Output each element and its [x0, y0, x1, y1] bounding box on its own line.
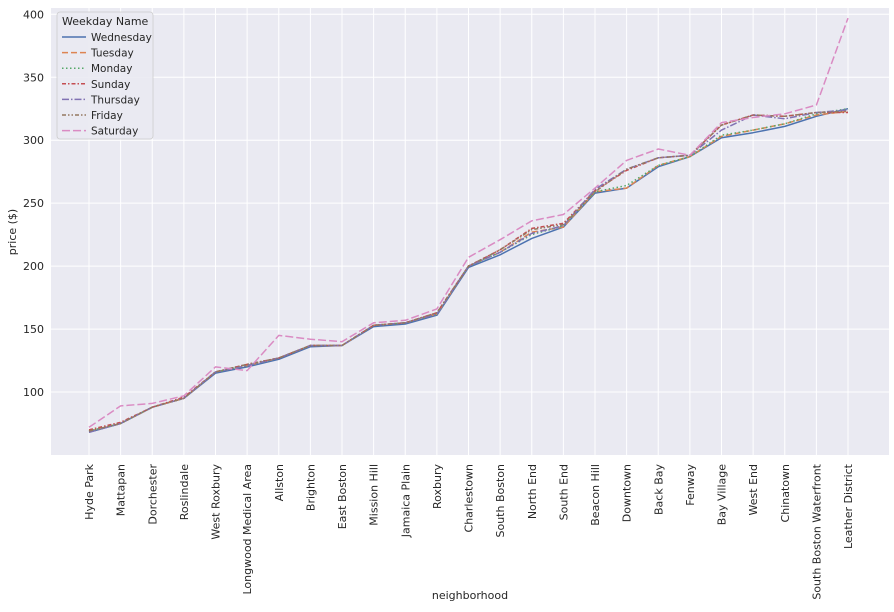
tick-labels: 100 150 200 250 300 350 400 Hyde Park Mattapan Do…: [23, 8, 855, 599]
x-tick-label: Mission Hill: [368, 464, 381, 526]
y-tick-label: 350: [23, 71, 44, 84]
x-tick-label: Jamaica Plain: [399, 464, 412, 538]
x-tick-label: Beacon Hill: [589, 464, 602, 526]
legend-entry: Saturday: [91, 126, 138, 138]
y-tick-label: 400: [23, 8, 44, 21]
x-tick-label: East Boston: [336, 464, 349, 529]
x-tick-label: Hyde Park: [83, 463, 96, 519]
plot-background: [51, 8, 889, 455]
x-tick-label: Roslindale: [178, 464, 191, 520]
x-tick-label: North End: [526, 464, 539, 519]
series-line-friday: [88, 110, 849, 432]
legend-entry: Wednesday: [91, 32, 152, 44]
x-tick-label: Allston: [273, 464, 286, 501]
x-tick-label: Fenway: [684, 464, 697, 506]
x-tick-label: Longwood Medical Area: [241, 464, 254, 595]
y-axis-label: price ($): [6, 209, 19, 255]
x-tick-label: Chinatown: [779, 464, 792, 522]
legend-entry: Thursday: [90, 94, 140, 106]
x-tick-label: Downtown: [621, 464, 634, 522]
y-tick-label: 250: [23, 197, 44, 210]
x-tick-label: Dorchester: [146, 464, 159, 525]
x-tick-label: West Roxbury: [210, 464, 223, 540]
y-tick-label: 200: [23, 260, 44, 273]
legend-entry: Sunday: [91, 79, 130, 91]
x-tick-label: South End: [557, 464, 570, 520]
x-tick-label: Back Bay: [652, 464, 665, 515]
x-tick-label: Mattapan: [115, 464, 128, 516]
series-lines: [88, 17, 849, 434]
legend-entry: Monday: [91, 63, 132, 75]
x-tick-label: Leather District: [842, 463, 855, 549]
y-tick-label: 150: [23, 323, 44, 336]
x-tick-label: South Boston Waterfront: [810, 463, 823, 599]
x-axis-label: neighborhood: [432, 589, 508, 602]
legend-entry: Friday: [91, 110, 123, 122]
x-tick-label: Roxbury: [431, 464, 444, 510]
legend: Weekday Name Wednesday Tuesday Monday Sunda…: [56, 11, 154, 140]
x-tick-label: West End: [747, 464, 760, 515]
x-tick-label: Brighton: [304, 464, 317, 511]
x-tick-label: South Boston: [494, 464, 507, 538]
x-tick-label: Charlestown: [463, 464, 476, 533]
y-tick-label: 300: [23, 134, 44, 147]
y-tick-label: 100: [23, 386, 44, 399]
grid: [51, 8, 889, 455]
legend-entry: Tuesday: [90, 48, 134, 60]
x-tick-label: Bay Village: [716, 464, 729, 525]
legend-box: [56, 11, 154, 140]
legend-title: Weekday Name: [62, 15, 149, 28]
series-line-saturday: [88, 17, 849, 428]
series-line-thursday: [88, 109, 849, 434]
